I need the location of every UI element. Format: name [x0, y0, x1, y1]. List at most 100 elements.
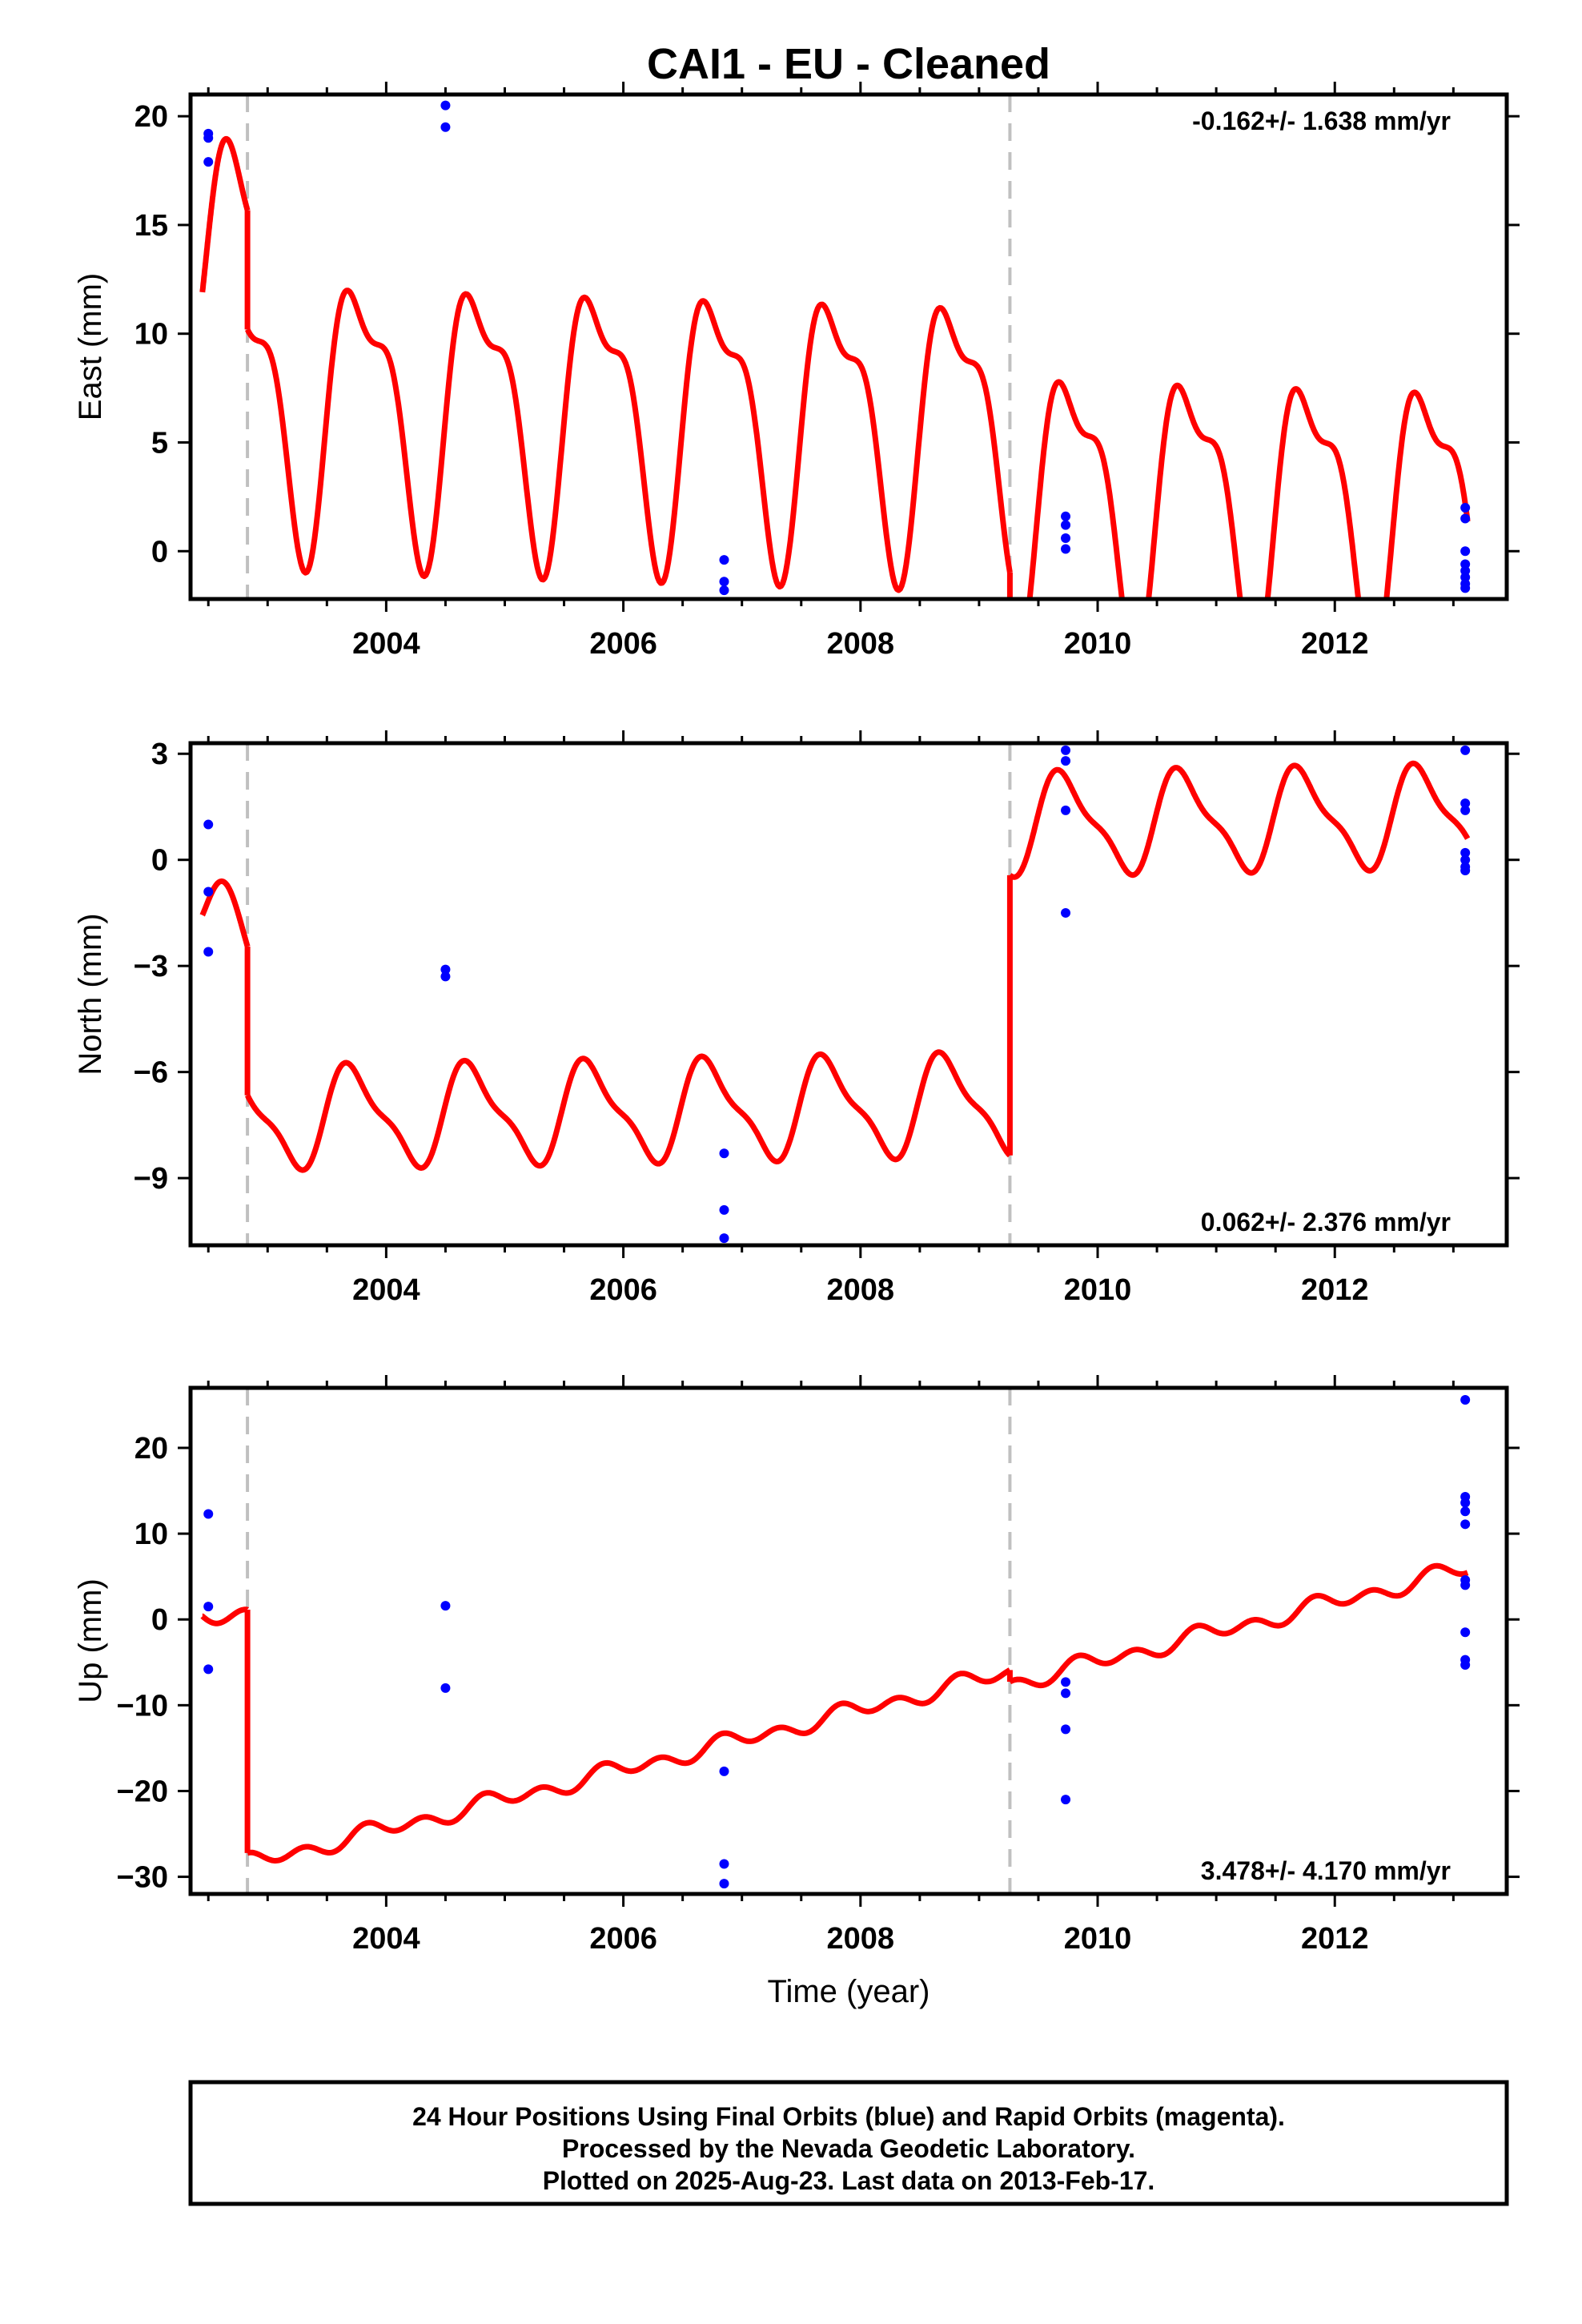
plot-area: [199, 100, 1471, 599]
x-tick-label: 2004: [352, 627, 420, 661]
data-point: [203, 1664, 214, 1675]
x-tick-label: 2004: [352, 1273, 420, 1307]
x-tick-label: 2006: [589, 1273, 657, 1307]
data-point: [1460, 1627, 1471, 1638]
data-point: [1460, 745, 1471, 755]
model-curve: [1026, 379, 1471, 599]
data-point: [1460, 1498, 1471, 1508]
data-point: [440, 964, 451, 975]
x-tick-label: 2010: [1064, 627, 1132, 661]
data-point: [1061, 520, 1071, 530]
rate-annotation: 0.062+/- 2.376 mm/yr: [1201, 1208, 1451, 1236]
y-tick-label: −6: [134, 1056, 168, 1090]
rate-annotation: 3.478+/- 4.170 mm/yr: [1201, 1856, 1451, 1885]
x-tick-label: 2012: [1301, 627, 1369, 661]
x-tick-label: 2006: [589, 627, 657, 661]
model-curve: [244, 287, 1013, 593]
data-point: [203, 947, 214, 957]
model-curve: [1008, 760, 1471, 880]
data-point: [203, 1509, 214, 1519]
y-tick-label: −10: [117, 1689, 168, 1723]
y-axis-label: Up (mm): [73, 1578, 108, 1703]
data-point: [1061, 745, 1071, 755]
y-tick-label: −3: [134, 950, 168, 983]
y-axis-label: East (mm): [73, 273, 108, 420]
y-tick-label: −20: [117, 1775, 168, 1808]
y-tick-label: −30: [117, 1861, 168, 1895]
x-tick-label: 2006: [589, 1922, 657, 1956]
data-point: [719, 1766, 729, 1776]
data-point: [440, 971, 451, 982]
data-point: [1061, 1724, 1071, 1735]
model-curve: [244, 1049, 1012, 1173]
x-tick-label: 2012: [1301, 1273, 1369, 1307]
data-point: [1460, 865, 1471, 875]
x-tick-label: 2008: [827, 1273, 895, 1307]
data-point: [719, 585, 729, 596]
plot-frame: [188, 741, 1509, 1248]
data-point: [1061, 1795, 1071, 1805]
x-tick-label: 2010: [1064, 1273, 1132, 1307]
data-point: [719, 1233, 729, 1244]
data-point: [203, 1602, 214, 1612]
data-point: [1460, 847, 1471, 858]
data-point: [719, 1859, 729, 1869]
data-point: [1460, 1659, 1471, 1670]
data-point: [719, 1148, 729, 1159]
data-point: [1460, 502, 1471, 513]
data-point: [1061, 756, 1071, 766]
data-point: [1460, 583, 1471, 593]
model-curve: [199, 135, 251, 295]
y-axis-label: North (mm): [73, 913, 108, 1075]
data-point: [203, 819, 214, 830]
footer-line-1: 24 Hour Positions Using Final Orbits (bl…: [412, 2102, 1285, 2131]
data-point: [203, 157, 214, 167]
data-point: [1460, 1519, 1471, 1530]
model-curve: [246, 1667, 1012, 1864]
data-point: [1061, 1677, 1071, 1687]
east-panel: 2004 2006 2008 2010 2012 0 5 10 15 20 East (mm) -0.…: [73, 82, 1520, 661]
data-point: [719, 1204, 729, 1215]
y-tick-label: 15: [135, 209, 168, 243]
model-curve: [199, 1606, 251, 1626]
x-tick-label: 2012: [1301, 1922, 1369, 1956]
data-point: [440, 100, 451, 111]
x-tick-label: 2008: [827, 627, 895, 661]
data-point: [1460, 798, 1471, 809]
x-tick-label: 2010: [1064, 1922, 1132, 1956]
plot-area: [199, 745, 1471, 1244]
x-tick-label: 2008: [827, 1922, 895, 1956]
data-point: [1460, 546, 1471, 557]
data-point: [1460, 1506, 1471, 1517]
y-tick-label: 0: [151, 1603, 168, 1637]
chart-title: CAI1 - EU - Cleaned: [647, 40, 1050, 88]
data-point: [719, 555, 729, 565]
y-tick-label: −9: [134, 1162, 168, 1196]
data-point: [1061, 805, 1071, 815]
x-tick-label: 2004: [352, 1922, 420, 1956]
data-point: [1061, 544, 1071, 554]
data-point: [1061, 907, 1071, 918]
model-curve: [199, 878, 251, 949]
data-point: [1460, 1394, 1471, 1405]
data-point: [1460, 1580, 1471, 1590]
footer-line-2: Processed by the Nevada Geodetic Laborat…: [562, 2134, 1135, 2163]
north-panel: 2004 2006 2008 2010 2012 3 0 −3 −6 −9 North (mm) 0.…: [73, 730, 1520, 1307]
data-point: [719, 1879, 729, 1889]
data-point: [1061, 511, 1071, 521]
data-point: [203, 887, 214, 897]
data-point: [1460, 805, 1471, 815]
data-point: [440, 1683, 451, 1693]
y-tick-label: 0: [151, 844, 168, 878]
model-curve: [1008, 1562, 1470, 1689]
y-tick-label: 10: [135, 318, 168, 352]
y-tick-label: 20: [135, 1432, 168, 1466]
data-point: [440, 122, 451, 132]
plot-frame: [188, 92, 1509, 601]
y-tick-label: 20: [135, 100, 168, 134]
data-point: [1061, 1688, 1071, 1699]
x-axis-label: Time (year): [768, 1974, 930, 2009]
plot-area: [199, 1394, 1471, 1889]
footer-box: [188, 2080, 1509, 2206]
